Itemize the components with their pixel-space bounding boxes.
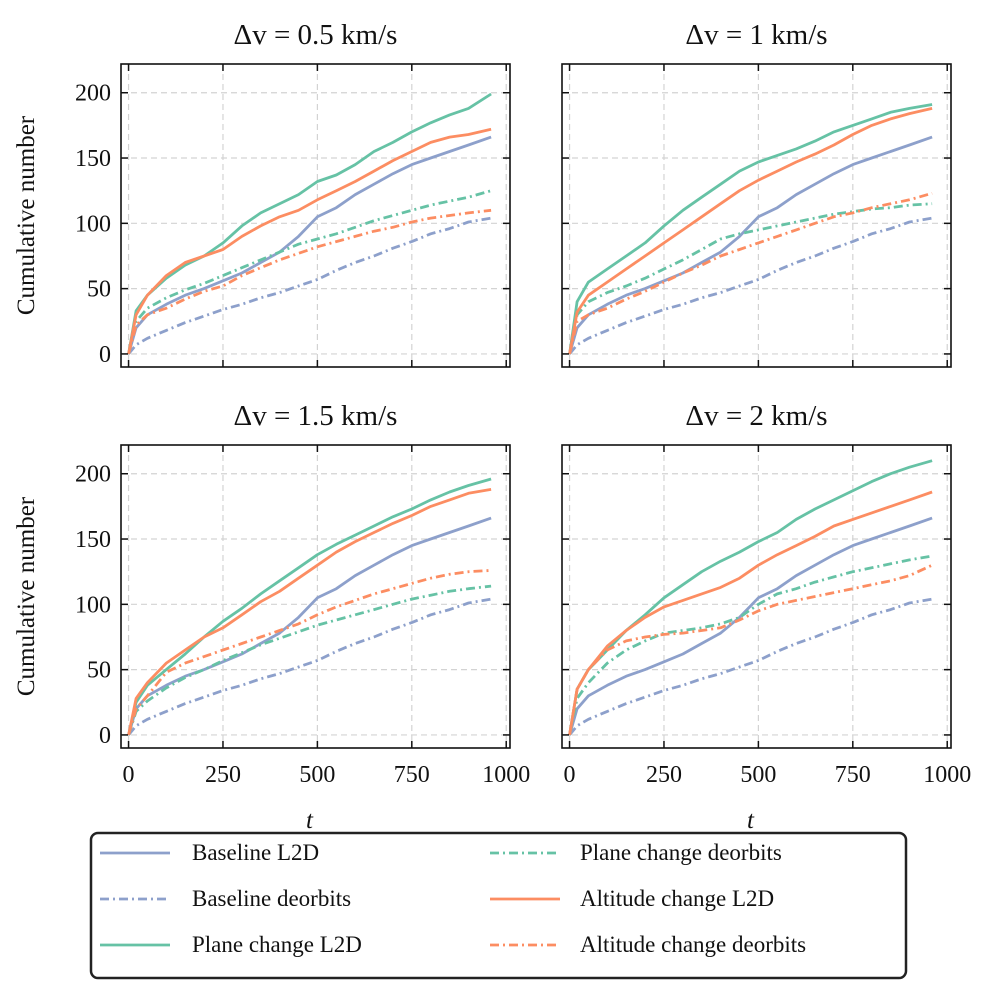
series-line-altitude-change-l2d — [568, 490, 933, 736]
series-line-altitude-change-l2d — [127, 488, 492, 736]
x-tick-label: 1000 — [923, 762, 971, 788]
series-line-plane-change-deorbits — [568, 554, 933, 736]
x-tick-label: 500 — [299, 762, 335, 788]
y-axis-label: Cumulative number — [13, 115, 40, 315]
legend-label: Baseline L2D — [192, 840, 319, 865]
panels: 0 50 100 150 200 Δv = 0.5 km/s Cumulative numb… — [13, 19, 971, 834]
series-line-baseline-l2d — [127, 135, 492, 355]
series-line-baseline-l2d — [568, 135, 933, 355]
series-line-altitude-change-deorbits — [127, 569, 492, 736]
legend-label: Baseline deorbits — [192, 886, 351, 911]
panel-title: Δv = 0.5 km/s — [234, 19, 398, 51]
panel-3: 0 250 500 750 1000 0 50 100 150 200 Δv = 1.5 km/s C… — [13, 400, 530, 834]
legend-label: Altitude change deorbits — [580, 932, 806, 957]
y-tick-label: 100 — [75, 592, 111, 618]
series-line-plane-change-deorbits — [127, 584, 492, 736]
axes-frame — [120, 444, 511, 749]
x-tick-label: 250 — [205, 762, 241, 788]
series-line-altitude-change-deorbits — [568, 191, 933, 355]
series-line-baseline-deorbits — [568, 597, 933, 736]
legend-item: Altitude change deorbits — [490, 932, 806, 957]
y-tick-label: 0 — [99, 723, 111, 749]
legend-label: Plane change L2D — [192, 932, 362, 957]
series-line-plane-change-l2d — [568, 459, 933, 736]
y-tick-label: 200 — [75, 462, 111, 488]
legend-frame — [89, 831, 908, 980]
y-tick-label: 0 — [99, 342, 111, 368]
legend-label: Plane change deorbits — [580, 840, 782, 865]
legend-item: Plane change deorbits — [490, 840, 782, 865]
series-line-baseline-deorbits — [568, 216, 933, 355]
y-tick-label: 100 — [75, 211, 111, 237]
series-line-altitude-change-l2d — [568, 107, 933, 355]
legend-label: Altitude change L2D — [580, 886, 774, 911]
x-axis-label: t — [747, 807, 755, 834]
series-line-altitude-change-deorbits — [568, 563, 933, 736]
x-tick-label: 0 — [123, 762, 135, 788]
panel-1: 0 50 100 150 200 Δv = 0.5 km/s Cumulative numb… — [13, 19, 511, 368]
axes-frame — [561, 444, 952, 749]
x-tick-label: 750 — [835, 762, 871, 788]
x-tick-label: 500 — [740, 762, 776, 788]
series-line-plane-change-l2d — [127, 92, 492, 355]
panel-2: Δv = 1 km/s — [561, 19, 952, 368]
series-line-baseline-l2d — [568, 516, 933, 736]
panel-title: Δv = 1.5 km/s — [234, 400, 398, 432]
series-line-plane-change-deorbits — [127, 189, 492, 355]
panel-title: Δv = 2 km/s — [685, 400, 827, 432]
series-line-plane-change-l2d — [127, 477, 492, 736]
legend-item: Baseline deorbits — [100, 886, 351, 911]
axes-frame — [120, 63, 511, 368]
series-line-altitude-change-l2d — [127, 127, 492, 355]
y-tick-label: 50 — [87, 658, 111, 684]
panel-4: 0 250 500 750 1000 Δv = 2 km/s t — [561, 400, 971, 834]
x-axis-label: t — [306, 807, 314, 834]
legend: Baseline L2D Baseline deorbits Plane chang… — [89, 831, 908, 980]
panel-title: Δv = 1 km/s — [685, 19, 827, 51]
series-line-baseline-deorbits — [127, 216, 492, 355]
series-line-plane-change-l2d — [568, 103, 933, 355]
legend-item: Baseline L2D — [100, 840, 319, 865]
y-tick-label: 50 — [87, 277, 111, 303]
y-tick-label: 200 — [75, 81, 111, 107]
x-tick-label: 750 — [394, 762, 430, 788]
series-line-plane-change-deorbits — [568, 202, 933, 355]
axes-frame — [561, 63, 952, 368]
x-tick-label: 250 — [646, 762, 682, 788]
series-line-baseline-deorbits — [127, 597, 492, 736]
x-tick-label: 0 — [564, 762, 576, 788]
y-tick-label: 150 — [75, 527, 111, 553]
y-tick-label: 150 — [75, 146, 111, 172]
series-line-baseline-l2d — [127, 516, 492, 736]
legend-item: Plane change L2D — [100, 932, 362, 957]
legend-item: Altitude change L2D — [490, 886, 774, 911]
x-tick-label: 1000 — [482, 762, 530, 788]
y-axis-label: Cumulative number — [13, 496, 40, 696]
